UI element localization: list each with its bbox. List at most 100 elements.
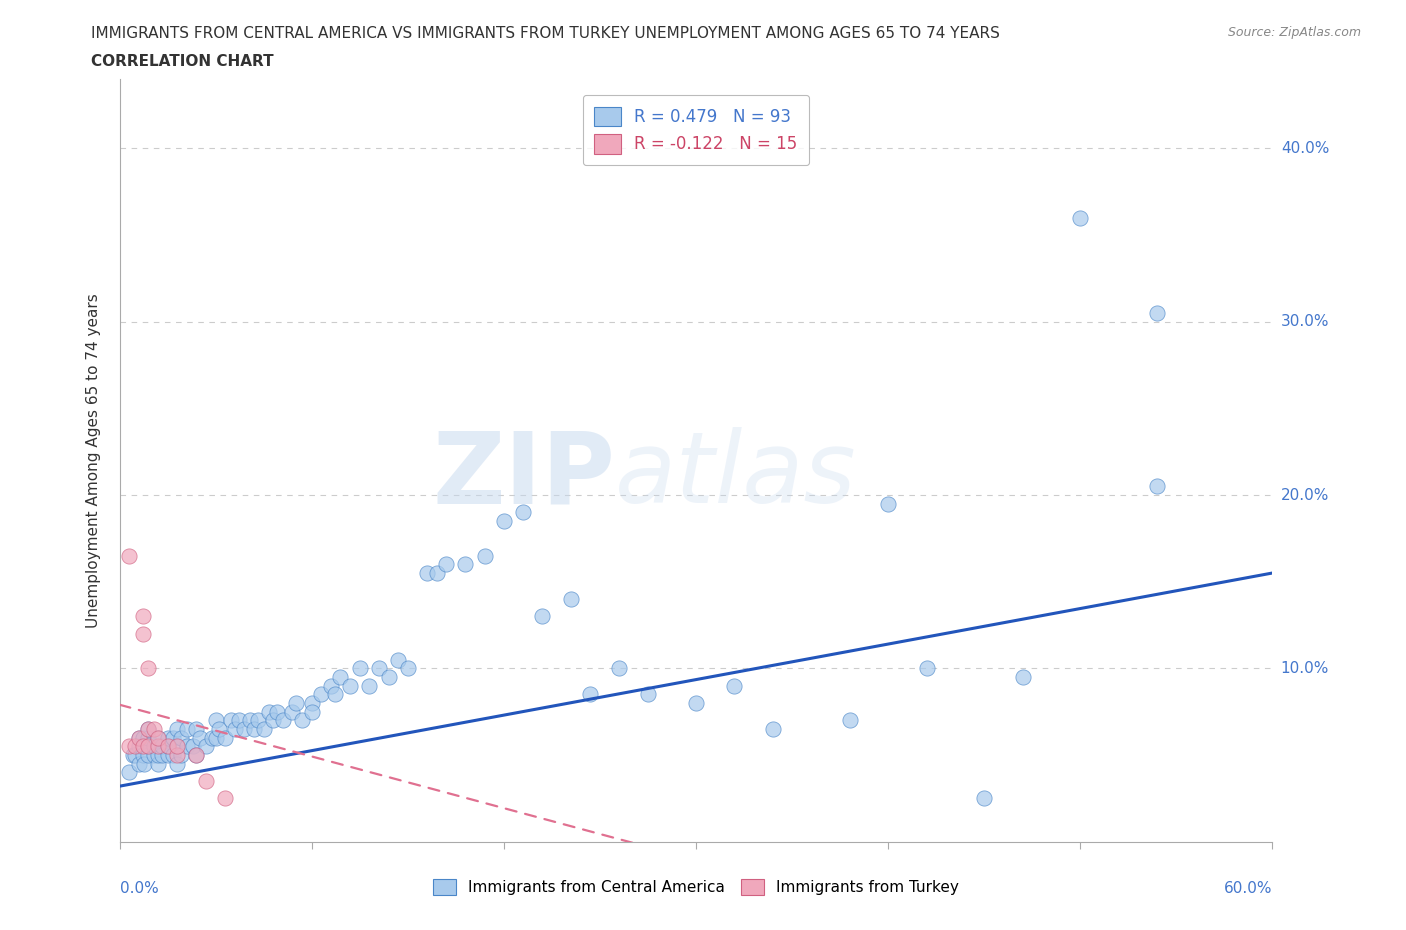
Point [162,730,184,745]
Point [143,748,166,763]
Point [396,661,419,676]
Text: atlas: atlas [616,427,856,525]
Point [762,722,785,737]
Point [156,748,179,763]
Point [170,730,193,745]
Point [416,565,439,580]
Point [349,661,371,676]
Point [246,713,269,728]
Point [434,557,457,572]
Point [607,661,630,676]
Point [138,730,160,745]
Point [685,696,707,711]
Point [128,730,150,745]
Point [512,505,534,520]
Point [1146,479,1168,494]
Point [323,687,346,702]
Point [973,790,995,805]
Point [377,670,399,684]
Point [138,661,160,676]
Point [186,748,208,763]
Point [176,738,198,753]
Point [186,722,208,737]
Point [329,670,352,684]
Point [138,738,160,753]
Point [723,678,745,693]
Point [138,722,160,737]
Point [579,687,602,702]
Point [162,748,184,763]
Point [201,730,224,745]
Point [143,738,166,753]
Text: Source: ZipAtlas.com: Source: ZipAtlas.com [1227,26,1361,39]
Point [285,696,308,711]
Point [146,730,169,745]
Point [122,748,145,763]
Point [124,738,146,753]
Point [214,790,236,805]
Point [266,704,288,719]
Text: 20.0%: 20.0% [1281,487,1329,502]
Point [253,722,276,737]
Point [474,549,496,564]
Point [838,713,860,728]
Point [131,730,153,745]
Point [118,764,141,779]
Point [301,696,323,711]
Text: 0.0%: 0.0% [120,881,159,896]
Point [531,609,554,624]
Point [281,704,304,719]
Point [118,549,141,564]
Point [214,730,236,745]
Point [138,722,160,737]
Point [637,687,659,702]
Text: 10.0%: 10.0% [1281,661,1329,676]
Text: IMMIGRANTS FROM CENTRAL AMERICA VS IMMIGRANTS FROM TURKEY UNEMPLOYMENT AMONG AGE: IMMIGRANTS FROM CENTRAL AMERICA VS IMMIG… [91,26,1000,41]
Point [143,722,166,737]
Point [492,513,515,528]
Point [426,565,449,580]
Point [150,738,173,753]
Point [1146,306,1168,321]
Point [877,497,900,512]
Point [146,756,169,771]
Text: 60.0%: 60.0% [1225,881,1272,896]
Point [156,738,179,753]
Point [131,609,153,624]
Point [146,730,169,745]
Point [194,738,218,753]
Point [166,722,188,737]
Point [1011,670,1033,684]
Point [166,738,188,753]
Point [560,591,582,606]
Point [176,722,198,737]
Point [128,756,150,771]
Point [239,713,262,728]
Point [166,756,188,771]
Point [131,748,153,763]
Point [166,748,188,763]
Point [368,661,391,676]
Point [204,713,226,728]
Point [359,678,381,693]
Point [259,704,281,719]
Point [204,730,226,745]
Point [128,738,150,753]
Text: CORRELATION CHART: CORRELATION CHART [91,54,274,69]
Point [262,713,284,728]
Point [224,722,246,737]
Point [454,557,477,572]
Point [156,738,179,753]
Point [146,738,169,753]
Point [134,756,156,771]
Point [339,678,361,693]
Point [319,678,342,693]
Point [166,738,188,753]
Point [138,748,160,763]
Point [181,738,204,753]
Text: ZIP: ZIP [433,427,616,525]
Text: 40.0%: 40.0% [1281,140,1329,156]
Point [301,704,323,719]
Point [146,748,169,763]
Y-axis label: Unemployment Among Ages 65 to 74 years: Unemployment Among Ages 65 to 74 years [86,293,101,628]
